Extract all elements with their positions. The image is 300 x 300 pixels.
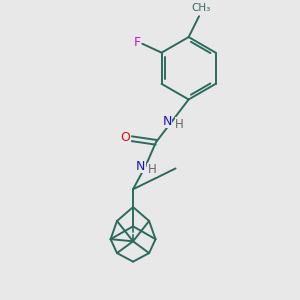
Text: N: N — [136, 160, 145, 172]
Text: H: H — [148, 164, 157, 176]
Text: N: N — [162, 115, 172, 128]
Text: CH₃: CH₃ — [191, 3, 210, 13]
Text: H: H — [175, 118, 184, 131]
Text: F: F — [134, 36, 140, 49]
Text: O: O — [120, 131, 130, 144]
